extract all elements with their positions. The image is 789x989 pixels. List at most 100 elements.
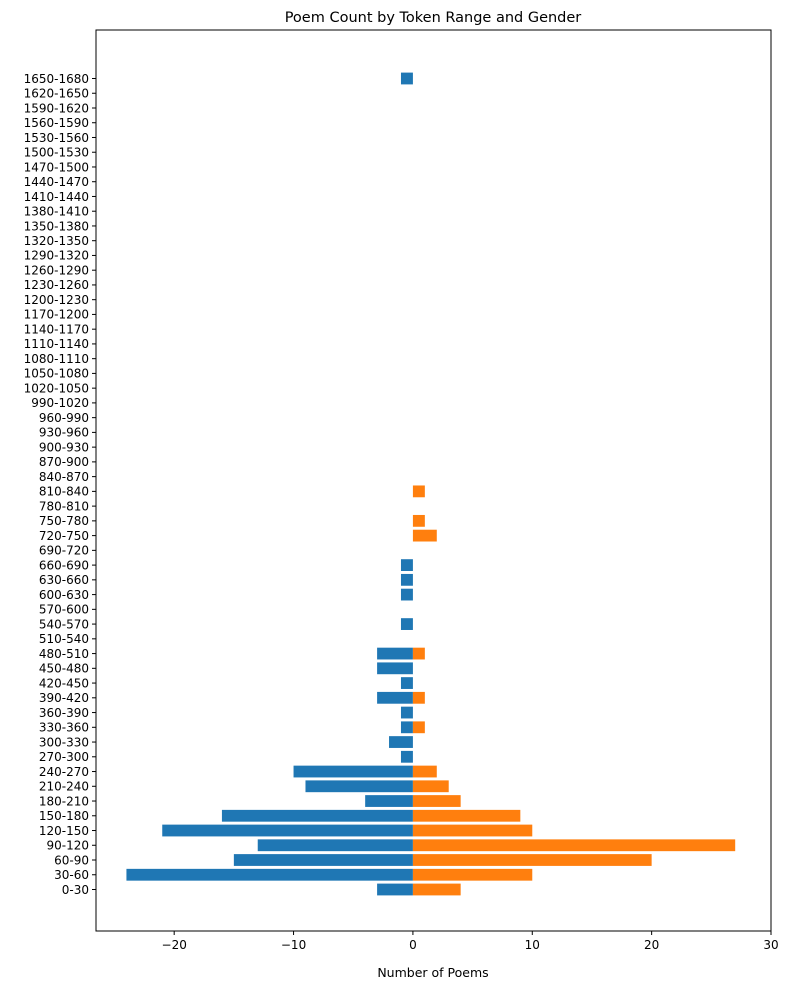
y-tick-label: 120-150 [39, 824, 89, 838]
bar-series1-360-390 [400, 706, 413, 719]
y-tick-label: 60-90 [54, 853, 89, 867]
y-tick-label: 1440-1470 [24, 175, 89, 189]
bar-series2-90-120 [412, 839, 736, 852]
y-tick-label: 1050-1080 [24, 367, 89, 381]
y-tick-label: 960-990 [39, 411, 89, 425]
bar-series1-240-270 [293, 765, 413, 778]
y-tick-label: 360-390 [39, 706, 89, 720]
bar-series1-480-510 [377, 647, 413, 660]
x-tick-label: −10 [281, 938, 306, 952]
bar-series1-60-90 [233, 854, 413, 866]
bar-series1-540-570 [400, 618, 413, 630]
y-tick-label: 600-630 [39, 588, 89, 602]
chart-title: Poem Count by Token Range and Gender [285, 10, 582, 26]
bar-series1-600-630 [400, 588, 413, 601]
x-tick-label: 30 [763, 938, 778, 952]
bar-series1-0-30 [377, 883, 413, 896]
bar-series2-750-780 [412, 514, 425, 527]
bar-series2-240-270 [412, 765, 437, 778]
plot-frame [95, 29, 772, 932]
bar-series2-180-210 [412, 795, 461, 807]
y-tick-label: 540-570 [39, 617, 89, 631]
y-tick-label: 90-120 [46, 839, 89, 853]
bar-series1-300-330 [389, 736, 413, 748]
y-tick-label: 450-480 [39, 662, 89, 676]
x-tick-label: −20 [162, 938, 187, 952]
bar-series1-390-420 [377, 691, 413, 704]
bar-series2-0-30 [412, 883, 461, 896]
bar-series1-420-450 [400, 677, 413, 689]
bar-series2-120-150 [412, 824, 533, 837]
y-tick-label: 180-210 [39, 794, 89, 808]
bar-series1-180-210 [365, 795, 413, 807]
bar-series1-30-60 [126, 868, 413, 881]
bar-series1-630-660 [400, 573, 413, 586]
y-tick-label: 930-960 [39, 426, 89, 440]
y-tick-label: 270-300 [39, 750, 89, 764]
y-tick-label: 150-180 [39, 809, 89, 823]
y-tick-label: 1620-1650 [24, 87, 89, 101]
y-tick-label: 840-870 [39, 470, 89, 484]
y-tick-label: 900-930 [39, 440, 89, 454]
y-tick-label: 660-690 [39, 558, 89, 572]
y-axis-ticks: 0-3030-6060-9090-120120-150150-180180-21… [24, 72, 96, 897]
y-tick-label: 1140-1170 [24, 322, 89, 336]
x-tick-label: 20 [644, 938, 659, 952]
y-tick-label: 1350-1380 [24, 219, 89, 233]
bar-series1-90-120 [257, 839, 413, 852]
y-tick-label: 1170-1200 [24, 308, 89, 322]
bar-series1-150-180 [221, 809, 413, 822]
y-tick-label: 210-240 [39, 780, 89, 794]
y-tick-label: 1020-1050 [24, 381, 89, 395]
y-tick-label: 690-720 [39, 544, 89, 558]
y-tick-label: 30-60 [54, 868, 89, 882]
y-tick-label: 240-270 [39, 765, 89, 779]
y-tick-label: 1470-1500 [24, 160, 89, 174]
bar-series2-390-420 [412, 691, 425, 704]
bar-series1-270-300 [400, 750, 413, 763]
y-tick-label: 630-660 [39, 573, 89, 587]
y-tick-label: 1590-1620 [24, 101, 89, 115]
bar-series2-210-240 [412, 780, 449, 793]
x-tick-label: 10 [525, 938, 540, 952]
y-tick-label: 510-540 [39, 632, 89, 646]
bar-series2-150-180 [412, 809, 521, 822]
bar-series1-330-360 [400, 721, 413, 734]
y-tick-label: 330-360 [39, 721, 89, 735]
bar-series1-450-480 [377, 662, 413, 675]
bar-series2-810-840 [412, 485, 425, 498]
y-tick-label: 810-840 [39, 485, 89, 499]
y-tick-label: 0-30 [62, 883, 89, 897]
y-tick-label: 990-1020 [31, 396, 89, 410]
y-tick-label: 780-810 [39, 499, 89, 513]
y-tick-label: 1410-1440 [24, 190, 89, 204]
bar-series2-480-510 [412, 647, 425, 660]
bar-series2-720-750 [412, 529, 437, 542]
y-tick-label: 1260-1290 [24, 263, 89, 277]
bar-series2-60-90 [412, 854, 652, 866]
y-tick-label: 870-900 [39, 455, 89, 469]
y-tick-label: 1110-1140 [24, 337, 89, 351]
bar-series1-210-240 [305, 780, 413, 793]
bar-series1-120-150 [162, 824, 413, 837]
y-tick-label: 720-750 [39, 529, 89, 543]
y-tick-label: 1230-1260 [24, 278, 89, 292]
bar-series2-330-360 [412, 721, 425, 734]
y-tick-label: 1380-1410 [24, 205, 89, 219]
y-tick-label: 420-450 [39, 676, 89, 690]
y-tick-label: 750-780 [39, 514, 89, 528]
y-tick-label: 1650-1680 [24, 72, 89, 86]
bar-series2-30-60 [412, 868, 533, 881]
bar-series1-660-690 [400, 559, 413, 571]
y-tick-label: 570-600 [39, 603, 89, 617]
y-tick-label: 390-420 [39, 691, 89, 705]
y-tick-label: 300-330 [39, 735, 89, 749]
x-axis-label: Number of Poems [377, 965, 488, 980]
y-tick-label: 1200-1230 [24, 293, 89, 307]
y-tick-label: 1530-1560 [24, 131, 89, 145]
x-tick-label: 0 [409, 938, 417, 952]
y-tick-label: 1560-1590 [24, 116, 89, 130]
y-tick-label: 1500-1530 [24, 146, 89, 160]
